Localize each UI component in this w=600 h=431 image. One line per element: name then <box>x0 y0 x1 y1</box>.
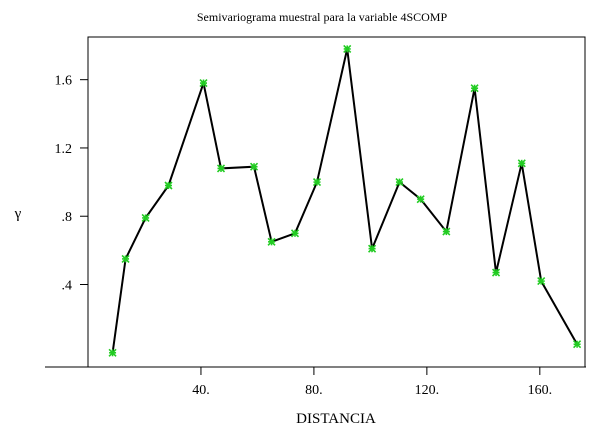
data-point <box>216 164 226 173</box>
plot-frame <box>87 36 586 368</box>
data-point <box>537 277 546 286</box>
data-point <box>164 181 173 190</box>
data-point <box>121 254 130 263</box>
x-tick-label: 40. <box>192 383 210 398</box>
data-point <box>491 268 501 277</box>
data-point <box>312 178 322 187</box>
chart-title: Semivariograma muestral para la variable… <box>197 10 448 24</box>
y-axis-label: γ <box>14 206 22 222</box>
y-tick-label: .4 <box>62 279 73 294</box>
data-point <box>249 162 259 171</box>
data-point <box>290 229 300 238</box>
x-axis-label: DISTANCIA <box>296 411 376 427</box>
y-tick-label: 1.2 <box>55 142 73 157</box>
data-point <box>416 195 425 204</box>
data-point <box>470 84 479 93</box>
y-tick-label: .8 <box>62 210 73 225</box>
series-group <box>108 44 582 357</box>
data-point <box>267 237 276 246</box>
y-axis-ticks: .4 .8 1.2 1.6 <box>55 74 88 294</box>
x-tick-label: 80. <box>305 383 323 398</box>
x-tick-label: 160. <box>528 383 553 398</box>
data-point <box>199 79 208 88</box>
data-point <box>517 159 526 168</box>
data-point <box>141 213 150 222</box>
data-point <box>368 244 377 253</box>
data-point <box>395 178 404 187</box>
x-tick-label: 120. <box>415 383 440 398</box>
x-axis-ticks: 40. 80. 120. 160. <box>192 367 552 398</box>
data-point <box>343 44 352 54</box>
series-line <box>111 48 578 353</box>
y-tick-label: 1.6 <box>55 74 73 89</box>
data-point <box>108 348 117 357</box>
data-point <box>442 227 451 236</box>
data-point <box>573 340 582 349</box>
